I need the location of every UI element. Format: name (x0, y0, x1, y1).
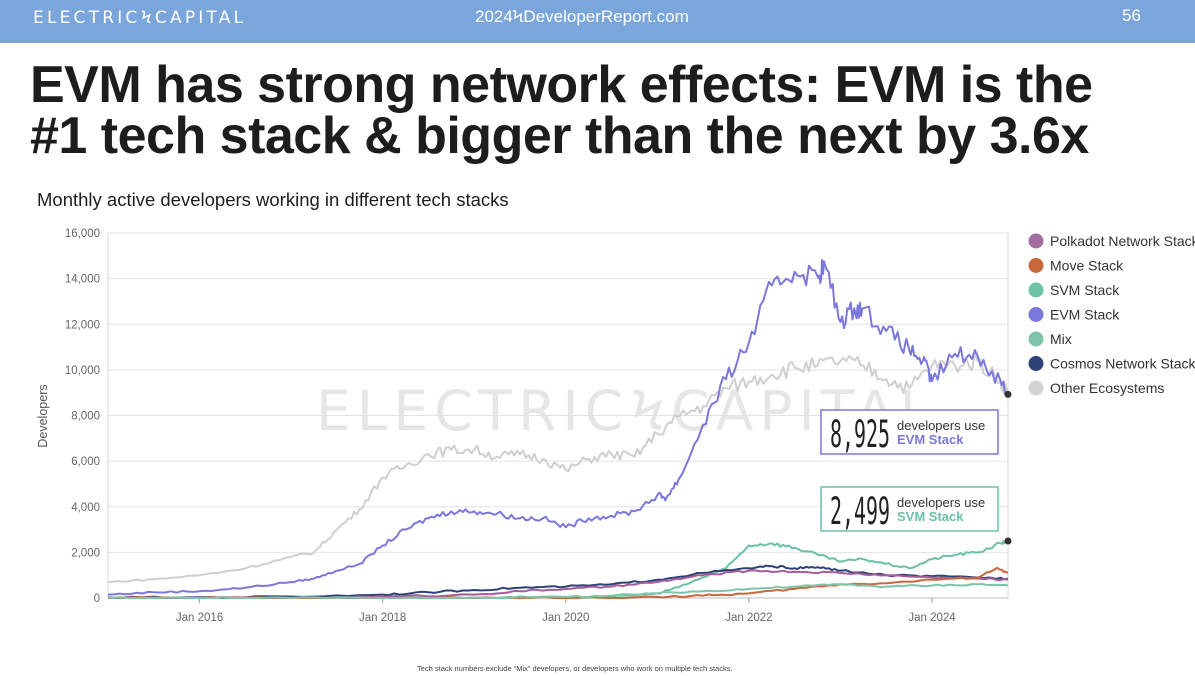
callout-box (820, 486, 999, 532)
legend-item: Move Stack (1028, 258, 1124, 274)
y-tick-label: 12,000 (65, 319, 100, 331)
y-tick-label: 2,000 (71, 547, 100, 559)
callout-series: EVM Stack (897, 432, 964, 447)
callout-value: 8,925 (830, 413, 890, 456)
x-tick-label: Jan 2024 (908, 612, 956, 624)
x-tick-label: Jan 2018 (359, 612, 406, 624)
legend-swatch (1028, 307, 1044, 322)
legend-label: EVM Stack (1050, 307, 1120, 323)
series-line-evm-stack (107, 259, 1009, 596)
callout-text: developers use (897, 495, 985, 510)
page-number: 56 (1122, 6, 1141, 25)
top-bar: ELECTRICϞCAPITAL 2024ϞDeveloperReport.co… (0, 0, 1195, 43)
chart-title: Monthly active developers working in dif… (37, 189, 509, 210)
y-tick-label: 4,000 (71, 502, 100, 514)
callout-series: SVM Stack (897, 509, 964, 524)
legend-swatch (1028, 282, 1044, 298)
legend-item: Other Ecosystems (1028, 380, 1164, 396)
x-tick-label: Jan 2020 (542, 612, 589, 624)
legend-item: Mix (1028, 331, 1072, 347)
svm-end-dot (1004, 537, 1012, 545)
series-line-mix (107, 583, 1009, 599)
y-tick-label: 6,000 (71, 456, 100, 468)
y-axis-label: Developers (36, 384, 50, 447)
legend-item: Polkadot Network Stack (1028, 233, 1195, 249)
y-tick-label: 0 (94, 593, 100, 605)
site-url[interactable]: 2024ϞDeveloperReport.com (475, 7, 689, 26)
legend-label: Other Ecosystems (1050, 380, 1164, 396)
x-tick-label: Jan 2022 (725, 612, 772, 624)
page-title: EVM has strong network effects: EVM is t… (30, 56, 1093, 165)
legend-label: Mix (1050, 331, 1072, 347)
y-tick-label: 10,000 (65, 365, 100, 377)
legend-item: Cosmos Network Stack (1028, 356, 1195, 372)
legend-swatch (1028, 233, 1044, 249)
legend-label: Polkadot Network Stack (1050, 233, 1195, 249)
legend-label: SVM Stack (1050, 282, 1120, 298)
evm-end-dot (1004, 390, 1012, 398)
legend-swatch (1028, 331, 1044, 347)
y-tick-label: 8,000 (71, 411, 100, 423)
series-line-move-stack (107, 567, 1009, 599)
legend-item: SVM Stack (1028, 282, 1120, 298)
legend-item: EVM Stack (1028, 307, 1120, 323)
legend-swatch (1028, 356, 1044, 371)
legend-swatch (1028, 258, 1044, 273)
y-tick-label: 16,000 (65, 228, 100, 240)
legend-label: Cosmos Network Stack (1050, 356, 1195, 372)
y-tick-label: 14,000 (65, 274, 100, 286)
callout-text: developers use (897, 418, 985, 433)
footnote: Tech stack numbers exclude “Mix” develop… (417, 664, 733, 673)
brand-logo: ELECTRICϞCAPITAL (33, 8, 247, 28)
series-line-other-ecosystems (107, 352, 1009, 583)
legend-label: Move Stack (1050, 258, 1124, 274)
callout-box (820, 409, 999, 455)
x-tick-label: Jan 2016 (176, 612, 223, 624)
callout-value: 2,499 (830, 490, 890, 533)
series-line-cosmos-network-stack (107, 564, 1009, 599)
legend-swatch (1028, 380, 1044, 396)
